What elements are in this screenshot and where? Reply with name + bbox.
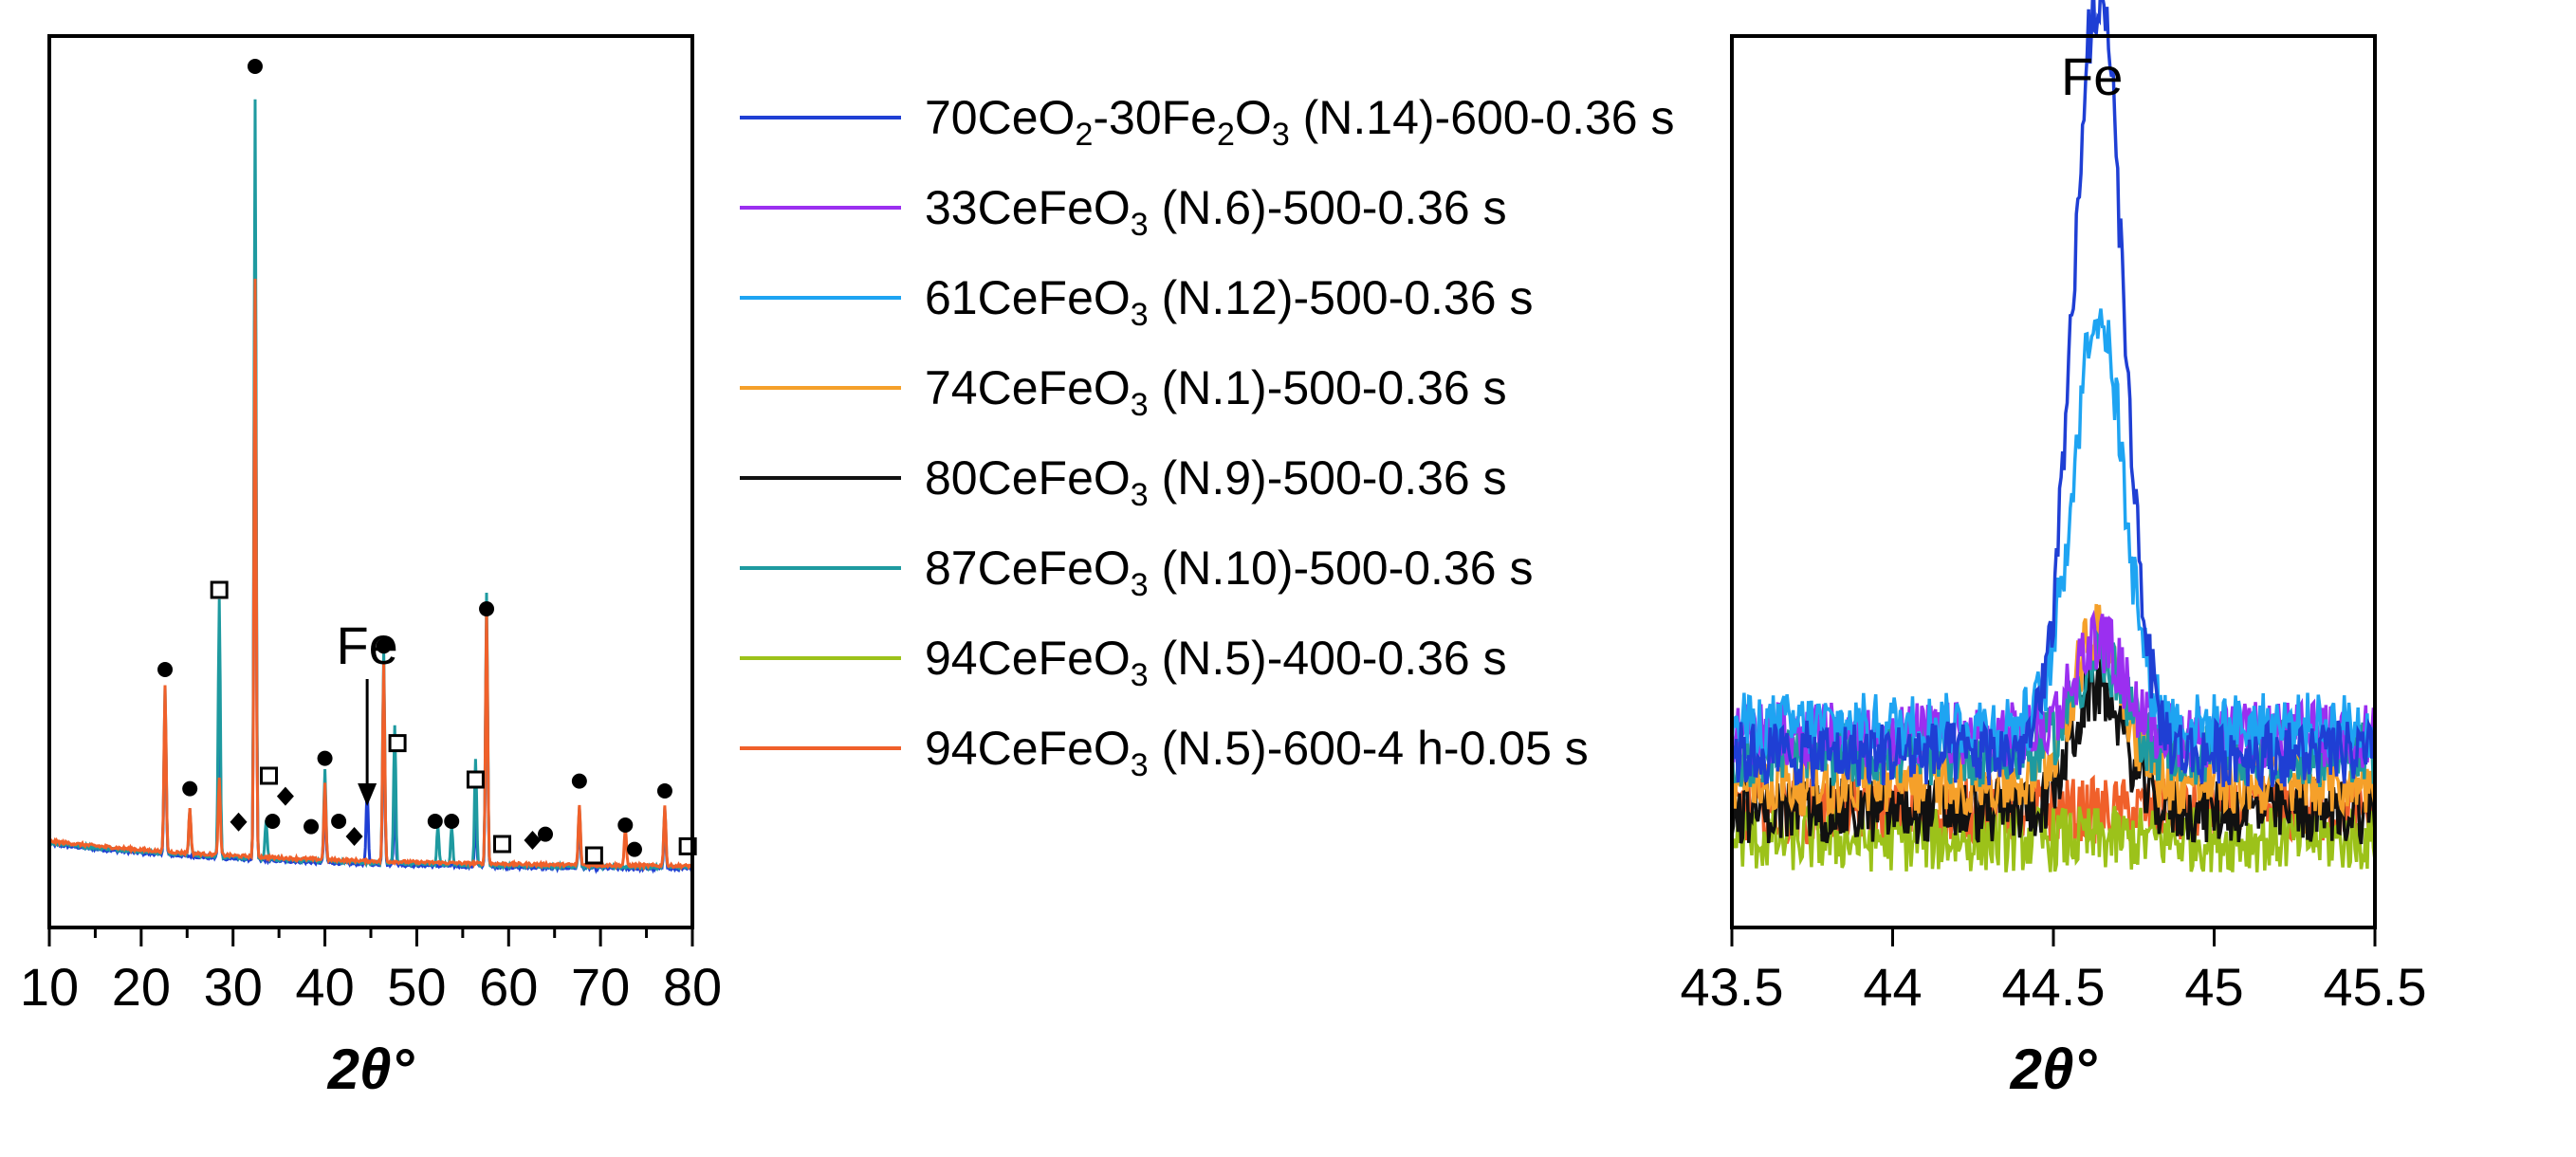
legend-text-part: (N.12)-500-0.36 s <box>1149 271 1534 324</box>
legend-text-part: (N.5)-600-4 h-0.05 s <box>1149 722 1589 775</box>
left-tick-label: 40 <box>295 957 354 1017</box>
phase-marker-circle <box>182 781 198 797</box>
phase-marker-circle <box>427 814 443 829</box>
legend-subscript: 3 <box>1131 297 1149 333</box>
legend-label-1: 70CeO2-30Fe2O3 (N.14)-600-0.36 s <box>925 91 1674 153</box>
right-series-line-1 <box>1730 0 2377 793</box>
legend-text-part: 74CeFeO <box>925 361 1131 414</box>
left-x-axis-title: 2θ° <box>327 1038 415 1101</box>
right-x-axis-title: 2θ° <box>2010 1038 2098 1101</box>
legend-subscript: 3 <box>1272 117 1290 153</box>
legend-text-part: 33CeFeO <box>925 181 1131 234</box>
legend-label-6: 87CeFeO3 (N.10)-500-0.36 s <box>925 542 1533 603</box>
phase-marker-circle <box>626 841 642 857</box>
right-x-axis-ticks: 43.5 44 44.5 45 45.5 <box>1681 927 2427 1017</box>
left-series-line-3 <box>48 278 694 872</box>
legend-text-part: -30Fe <box>1093 91 1217 144</box>
phase-marker-circle <box>444 814 460 829</box>
left-tick-label: 20 <box>112 957 171 1017</box>
phase-marker-circle <box>265 814 281 829</box>
left-panel-wide-scan: Fe 10 20 30 40 50 60 70 80 2θ° <box>20 34 722 1101</box>
left-plot-area: Fe <box>47 59 697 874</box>
legend-text-part: O <box>1235 91 1272 144</box>
left-tick-label: 30 <box>204 957 263 1017</box>
phase-marker-square <box>210 580 229 599</box>
phase-marker-circle <box>571 773 587 789</box>
phase-marker-square <box>584 846 603 865</box>
legend-text-part: (N.9)-500-0.36 s <box>1149 451 1507 505</box>
legend-subscript: 3 <box>1131 657 1149 693</box>
legend-label-2: 33CeFeO3 (N.6)-500-0.36 s <box>925 181 1507 243</box>
left-tick-label: 50 <box>387 957 446 1017</box>
legend-subscript: 3 <box>1131 477 1149 513</box>
phase-marker-circle <box>617 817 634 833</box>
legend-text-part: 80CeFeO <box>925 451 1131 505</box>
right-tick-label: 43.5 <box>1681 957 1784 1017</box>
phase-marker-diamond <box>230 812 248 832</box>
phase-marker-circle <box>656 783 672 799</box>
legend-label-8: 94CeFeO3 (N.5)-600-4 h-0.05 s <box>925 722 1589 783</box>
legend-label-3: 61CeFeO3 (N.12)-500-0.36 s <box>925 271 1533 333</box>
legend-subscript: 3 <box>1131 207 1149 243</box>
left-series-line-1 <box>47 206 693 874</box>
legend-text-part: 70CeO <box>925 91 1075 144</box>
phase-marker-square <box>388 734 407 753</box>
phase-marker-circle <box>376 638 392 654</box>
legend-text-part: 94CeFeO <box>925 632 1131 685</box>
phase-marker-circle <box>331 814 347 829</box>
phase-marker-circle <box>157 662 174 677</box>
phase-marker-square <box>259 766 278 785</box>
left-tick-label: 70 <box>571 957 630 1017</box>
legend-text-part: (N.6)-500-0.36 s <box>1149 181 1507 234</box>
phase-marker-circle <box>538 826 554 842</box>
right-fe-annotation: Fe <box>2061 46 2123 106</box>
legend-text-part: 94CeFeO <box>925 722 1131 775</box>
legend-subscript: 3 <box>1131 747 1149 783</box>
phase-marker-diamond <box>345 827 363 846</box>
left-series-line-2 <box>48 99 694 872</box>
phase-marker-square <box>493 835 512 854</box>
left-tick-label: 10 <box>20 957 79 1017</box>
phase-marker-square <box>466 770 485 789</box>
legend-subscript: 3 <box>1131 387 1149 423</box>
right-panel-zoom: Fe 43.5 44 44.5 45 45.5 2θ° <box>1681 0 2427 1101</box>
phase-marker-diamond <box>524 831 542 850</box>
left-tick-label: 60 <box>479 957 538 1017</box>
legend-label-5: 80CeFeO3 (N.9)-500-0.36 s <box>925 451 1507 513</box>
legend-text-part: (N.5)-400-0.36 s <box>1149 632 1507 685</box>
legend-text-part: (N.10)-500-0.36 s <box>1149 542 1534 595</box>
right-tick-label: 45.5 <box>2324 957 2427 1017</box>
legend-text-part: 61CeFeO <box>925 271 1131 324</box>
left-tick-label: 80 <box>663 957 722 1017</box>
phase-marker-circle <box>479 601 495 616</box>
legend-subscript: 3 <box>1131 567 1149 603</box>
legend-label-4: 74CeFeO3 (N.1)-500-0.36 s <box>925 361 1507 423</box>
fe-arrow-head <box>358 783 377 806</box>
legend-subscript: 2 <box>1217 117 1235 153</box>
left-x-axis-ticks: 10 20 30 40 50 60 70 80 <box>20 927 722 1017</box>
phase-marker-diamond <box>276 786 294 806</box>
right-tick-label: 45 <box>2184 957 2243 1017</box>
right-series-line-3 <box>1730 308 2377 762</box>
legend-subscript: 2 <box>1075 117 1093 153</box>
phase-marker-circle <box>304 818 320 835</box>
phase-marker-circle <box>317 750 333 766</box>
legend-text-part: (N.14)-600-0.36 s <box>1290 91 1675 144</box>
left-fe-annotation: Fe <box>336 615 397 675</box>
legend-text-part: 87CeFeO <box>925 542 1131 595</box>
legend-text-part: (N.1)-500-0.36 s <box>1149 361 1507 414</box>
legend: 70CeO2-30Fe2O3 (N.14)-600-0.36 s33CeFeO3… <box>740 91 1674 783</box>
phase-marker-circle <box>247 59 263 74</box>
legend-label-7: 94CeFeO3 (N.5)-400-0.36 s <box>925 632 1507 693</box>
right-tick-label: 44 <box>1863 957 1922 1017</box>
right-plot-area: Fe <box>1730 0 2377 872</box>
right-tick-label: 44.5 <box>2002 957 2106 1017</box>
